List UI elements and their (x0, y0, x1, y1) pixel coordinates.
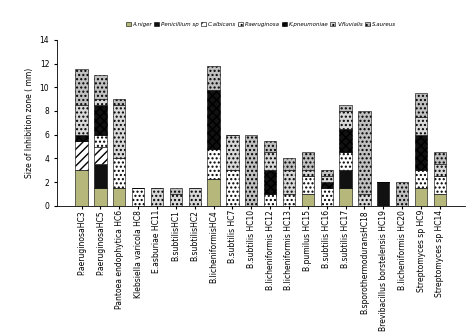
Bar (339, 188, 352, 206)
Bar (208, 179, 219, 206)
Bar (283, 170, 295, 194)
Bar (94, 164, 107, 188)
Bar (302, 194, 314, 206)
Bar (94, 188, 107, 206)
Bar (302, 152, 314, 170)
Bar (339, 152, 352, 170)
Bar (264, 170, 276, 194)
Legend: A.niger, Penicillium sp, C.albicans, P.aeruginosa, K.pneumoniae, V.fluvialis, S.: A.niger, Penicillium sp, C.albicans, P.a… (124, 21, 397, 28)
Bar (415, 135, 427, 170)
Y-axis label: Size of Inhibition zone ( mm): Size of Inhibition zone ( mm) (25, 68, 34, 178)
Bar (151, 188, 163, 206)
Bar (75, 105, 88, 135)
Bar (170, 188, 182, 194)
Bar (339, 105, 352, 111)
Bar (320, 182, 333, 188)
Bar (75, 135, 88, 141)
Bar (264, 152, 276, 170)
Bar (208, 149, 219, 179)
Bar (434, 152, 446, 164)
Bar (113, 105, 126, 158)
Bar (339, 129, 352, 152)
Bar (320, 170, 333, 176)
Bar (283, 194, 295, 206)
Bar (113, 188, 126, 206)
Bar (170, 194, 182, 206)
Bar (415, 188, 427, 206)
Bar (245, 135, 257, 206)
Bar (113, 158, 126, 188)
Bar (283, 158, 295, 170)
Bar (94, 99, 107, 105)
Bar (434, 176, 446, 194)
Bar (208, 66, 219, 90)
Bar (377, 182, 390, 206)
Bar (358, 111, 371, 194)
Bar (226, 135, 238, 170)
Bar (75, 69, 88, 105)
Bar (94, 146, 107, 164)
Bar (75, 141, 88, 170)
Bar (94, 135, 107, 146)
Bar (434, 194, 446, 206)
Bar (226, 170, 238, 206)
Bar (302, 170, 314, 176)
Bar (434, 164, 446, 176)
Bar (415, 170, 427, 188)
Bar (320, 176, 333, 182)
Bar (415, 93, 427, 117)
Bar (94, 75, 107, 99)
Bar (339, 111, 352, 129)
Bar (189, 188, 201, 206)
Bar (113, 99, 126, 105)
Bar (208, 90, 219, 149)
Bar (264, 194, 276, 206)
Bar (302, 176, 314, 194)
Bar (264, 141, 276, 152)
Bar (75, 170, 88, 206)
Bar (358, 194, 371, 206)
Bar (132, 188, 144, 206)
Bar (320, 188, 333, 206)
Bar (396, 182, 408, 206)
Bar (415, 117, 427, 135)
Bar (339, 170, 352, 188)
Bar (94, 105, 107, 135)
